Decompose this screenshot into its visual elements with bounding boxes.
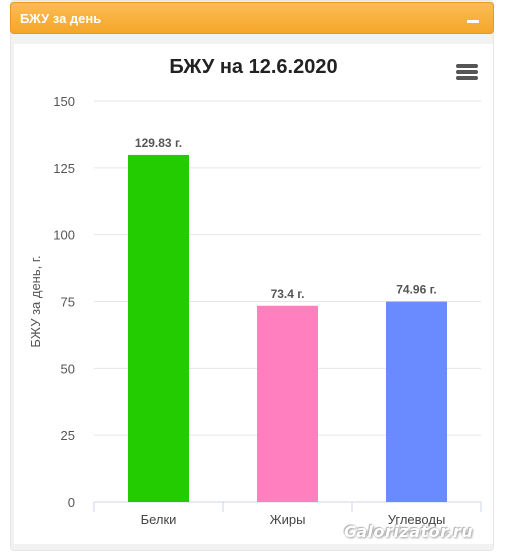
y-tick-label: 25 bbox=[61, 428, 75, 443]
x-tick-label: Белки bbox=[141, 512, 177, 527]
y-tick-label: 150 bbox=[53, 94, 75, 109]
y-tick-label: 125 bbox=[53, 161, 75, 176]
y-tick-label: 75 bbox=[61, 295, 75, 310]
panel-header[interactable]: БЖУ за день bbox=[10, 2, 494, 34]
data-label: 74.96 г. bbox=[396, 283, 437, 297]
watermark-text: Calorizator.ru bbox=[344, 522, 474, 541]
bar-Углеводы bbox=[386, 301, 447, 502]
x-tick-label: Углеводы bbox=[388, 512, 446, 527]
y-tick-label: 0 bbox=[68, 495, 75, 510]
panel-title: БЖУ за день bbox=[20, 11, 102, 26]
y-tick-label: 50 bbox=[61, 361, 75, 376]
bar-Белки bbox=[128, 154, 189, 502]
x-tick-label: Жиры bbox=[270, 512, 306, 527]
data-label: 73.4 г. bbox=[271, 287, 305, 301]
y-tick-label: 100 bbox=[53, 228, 75, 243]
chart-title: БЖУ на 12.6.2020 bbox=[169, 56, 338, 78]
chart-menu-icon[interactable] bbox=[456, 64, 478, 80]
data-label: 129.83 г. bbox=[135, 136, 182, 150]
y-axis-label: БЖУ за день, г. bbox=[28, 255, 43, 347]
collapse-icon[interactable] bbox=[467, 12, 479, 26]
bar-Жиры bbox=[257, 305, 318, 502]
